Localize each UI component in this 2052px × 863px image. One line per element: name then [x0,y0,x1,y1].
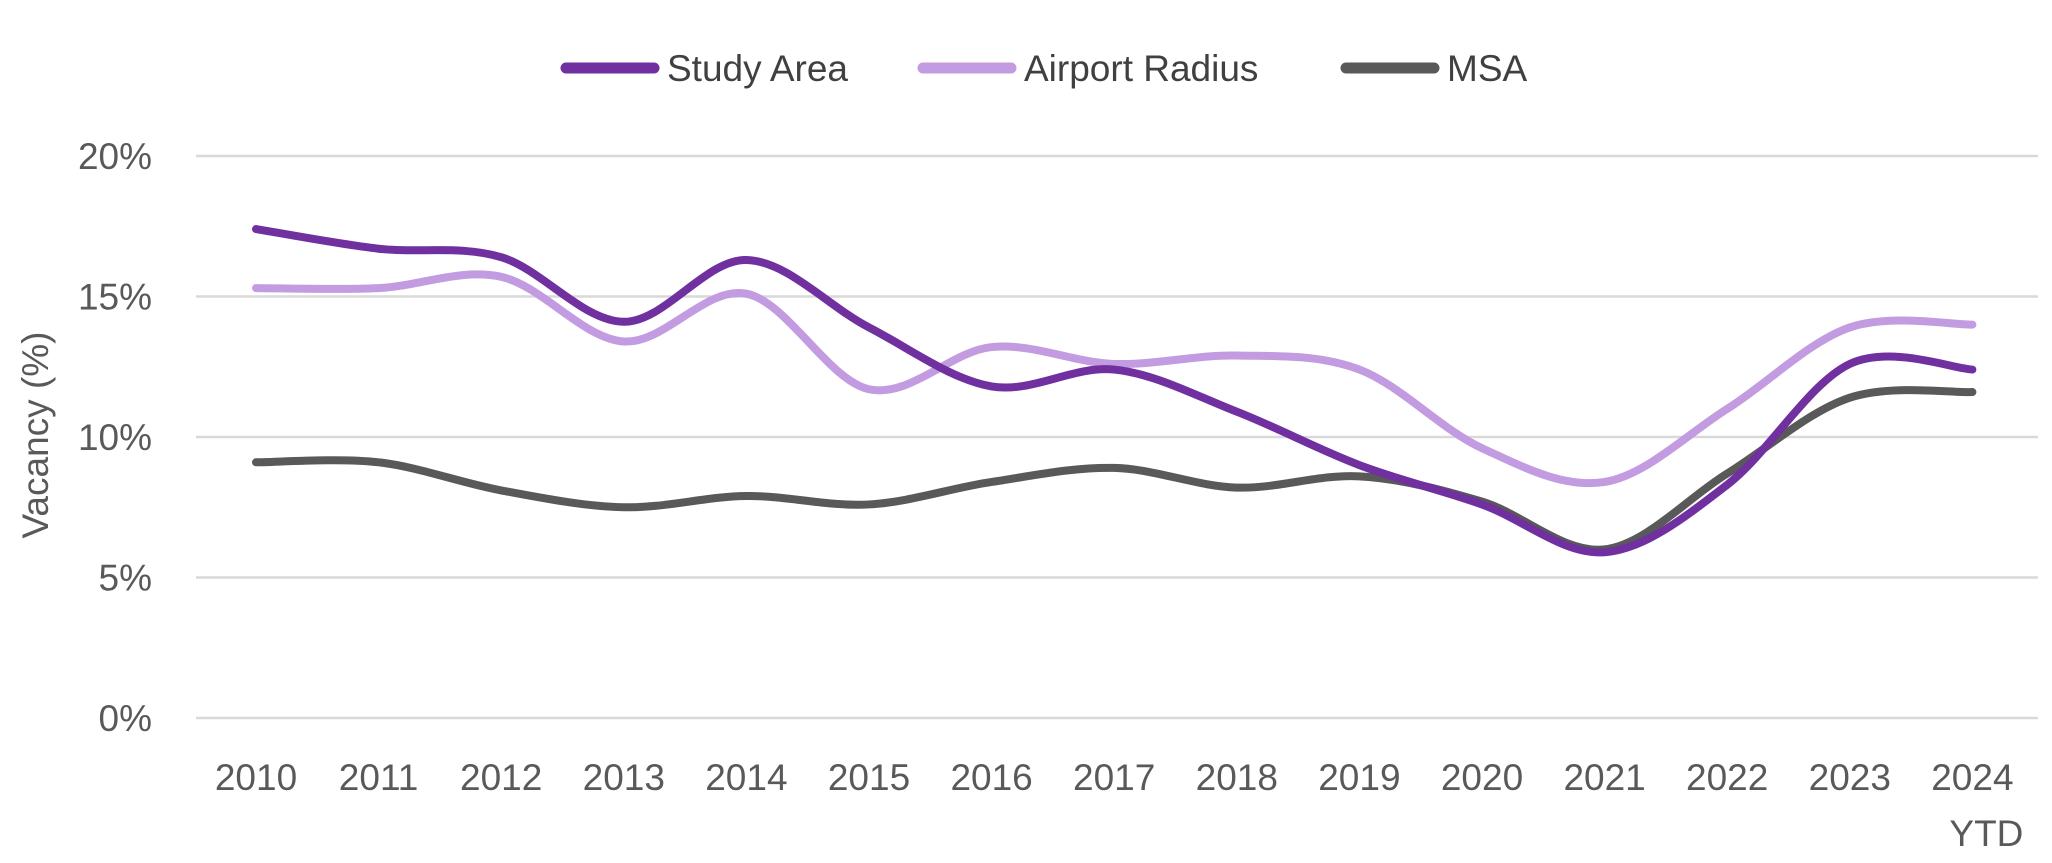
x-tick-label: 2014 [705,757,787,798]
y-tick-label: 0% [99,698,152,739]
x-tick-label: 2018 [1196,757,1278,798]
series-line-airport-radius [252,270,1977,488]
x-tick-label: 2017 [1073,757,1155,798]
x-axis-ticks: 2010 2011 2012 2013 2014 2015 2016 2017 2018 2019… [215,757,2024,854]
x-tick-label: 2012 [460,757,542,798]
legend-label: Airport Radius [1024,48,1258,89]
x-tick-label: 2011 [339,757,419,798]
y-tick-label: 10% [78,417,152,458]
legend: Study Area Airport Radius MSA [560,48,1528,89]
y-tick-label: 20% [78,136,152,177]
x-tick-label: 2019 [1318,757,1400,798]
x-tick-label: 2021 [1563,757,1645,798]
x-tick-label: 2013 [583,757,665,798]
series-lines [252,225,1977,557]
x-tick-label: 2016 [950,757,1032,798]
x-tick-label: 2020 [1441,757,1523,798]
legend-item-msa: MSA [1340,48,1528,89]
series-line-study-area [252,225,1977,557]
legend-label: Study Area [667,48,848,89]
series-line-msa [252,386,1977,554]
legend-label: MSA [1447,48,1528,89]
y-axis-title: Vacancy (%) [15,332,56,539]
legend-item-study-area: Study Area [560,48,848,89]
gridlines [196,154,2038,720]
x-tick-label: 2023 [1809,757,1891,798]
y-tick-label: 15% [78,277,152,318]
x-tick-label: 2010 [215,757,297,798]
y-axis-ticks: 0% 5% 10% 15% 20% [78,136,152,739]
legend-item-airport-radius: Airport Radius [917,48,1258,89]
x-tick-label: 2022 [1686,757,1768,798]
x-tick-label: 2015 [828,757,910,798]
y-tick-label: 5% [99,558,152,599]
x-tick-label: 2024 YTD [1931,757,2023,854]
